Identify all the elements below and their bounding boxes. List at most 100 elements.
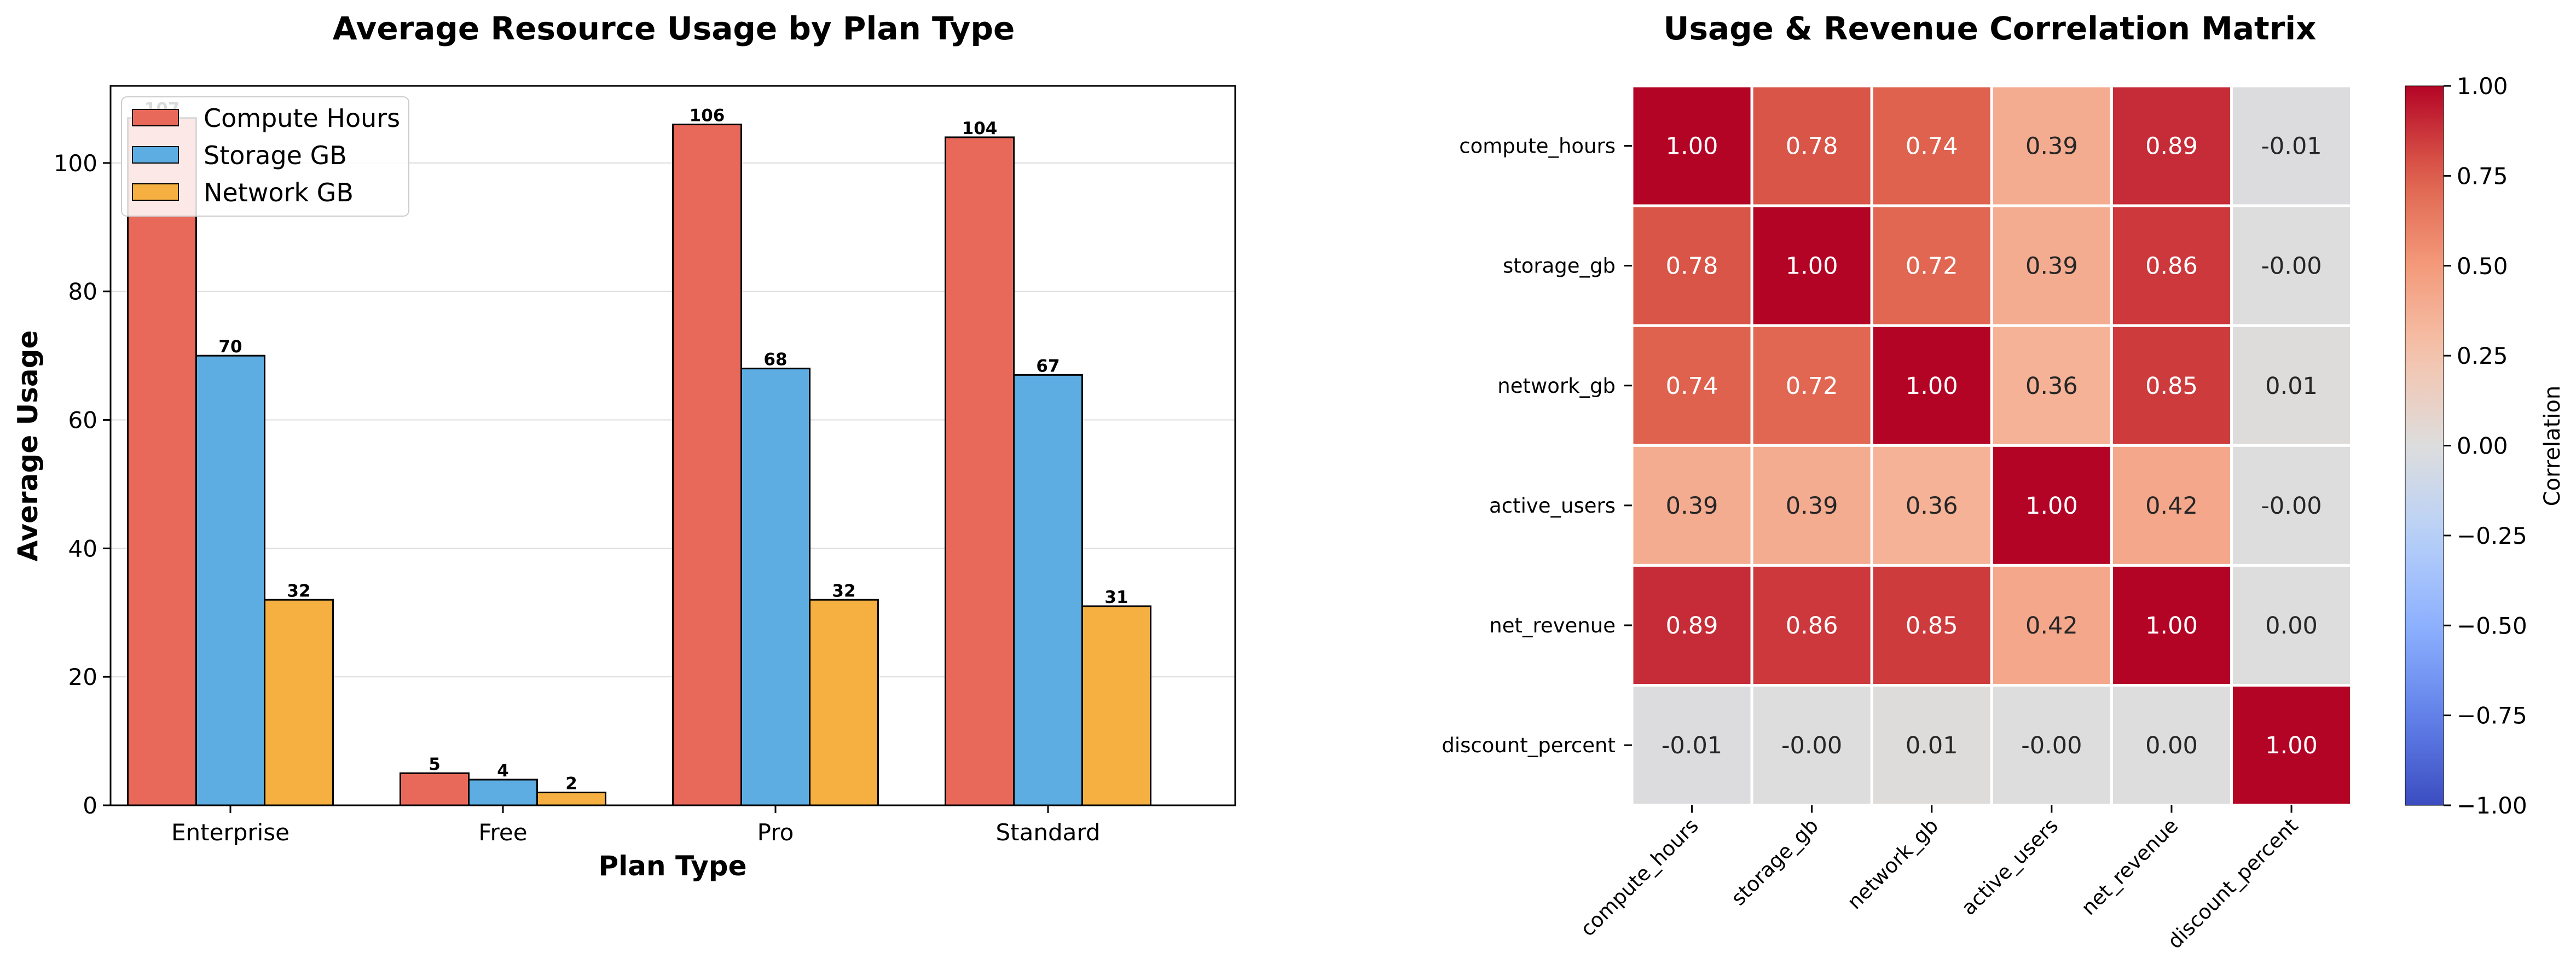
heatmap-cell-discount-percent-active-users (1990, 684, 2113, 807)
col-label-compute-hours: compute_hours (1576, 814, 1703, 941)
heatmap-cell-discount-percent-network-gb (1870, 684, 1993, 807)
bar-value-label: 106 (690, 106, 725, 125)
bar-value-label: 4 (497, 761, 509, 781)
bar-legend: Compute Hours Storage GB Network GB (121, 96, 409, 217)
heatmap-cell-value: 0.39 (2025, 253, 2078, 280)
heatmap-cell-value: 0.74 (1666, 373, 1718, 400)
heatmap-cell-compute-hours-net-revenue (2110, 84, 2233, 207)
heatmap-cell-value: 0.39 (1666, 492, 1718, 520)
legend-label-compute-hours: Compute Hours (204, 103, 400, 133)
heatmap-cell-active-users-discount-percent (2230, 444, 2353, 567)
bar-chart: Average Resource Usage by Plan Type 1077… (12, 10, 1236, 882)
colorbar-tick-label: −0.75 (2457, 702, 2527, 729)
row-label-net-revenue: net_revenue (1489, 614, 1616, 637)
bar-value-label: 5 (429, 754, 441, 774)
bar-value-label: 32 (832, 581, 855, 601)
colorbar-tick-label: −1.00 (2457, 792, 2527, 819)
colorbar-tick-label: 0.25 (2457, 342, 2508, 369)
legend-swatch-storage-gb (132, 146, 179, 164)
bar-storage-gb-enterprise (195, 355, 265, 806)
bar-value-label: 68 (763, 350, 787, 370)
heatmap-cell-value: 0.89 (1666, 612, 1718, 640)
bar-chart-title: Average Resource Usage by Plan Type (333, 10, 1015, 47)
legend-swatch-network-gb (132, 183, 179, 201)
bar-compute-hours-free (400, 772, 470, 806)
heatmap-cell-value: 0.78 (1666, 253, 1718, 280)
bar-series-group (127, 117, 1151, 806)
heatmap-cell-compute-hours-compute-hours (1630, 84, 1753, 207)
bar-value-label: 31 (1104, 588, 1128, 607)
heatmap-row-labels: compute_hours storage_gb network_gb active_… (1442, 135, 1632, 757)
heatmap-cell-net-revenue-net-revenue (2110, 563, 2233, 687)
heatmap-cell-value: 0.85 (2145, 373, 2198, 400)
bar-value-label: 2 (565, 774, 577, 794)
row-label-discount-percent: discount_percent (1442, 734, 1616, 757)
row-label-storage-gb: storage_gb (1503, 254, 1616, 278)
bar-x-ticks: Enterprise Free Pro Standard (171, 805, 1101, 846)
heatmap-cell-value: 0.72 (1906, 253, 1958, 280)
heatmap-cell-value: 0.85 (1906, 612, 1958, 640)
heatmap-cell-value: 1.00 (1906, 373, 1958, 400)
x-tick-label-free: Free (478, 819, 527, 846)
heatmap-cell-discount-percent-net-revenue (2110, 684, 2233, 807)
bar-value-label: 104 (962, 119, 998, 138)
colorbar-tick-label: 0.75 (2457, 162, 2508, 189)
bar-storage-gb-pro (740, 368, 811, 806)
col-label-net-revenue: net_revenue (2077, 814, 2183, 920)
bar-value-label: 67 (1036, 356, 1060, 376)
colorbar-label: Correlation (2540, 386, 2565, 507)
heatmap-cell-value: 0.01 (2265, 373, 2318, 400)
bar-network-gb-free (536, 792, 606, 806)
heatmap-cell-value: 1.00 (2025, 492, 2078, 520)
heatmap-cell-compute-hours-active-users (1990, 84, 2113, 207)
heatmap-cell-value: 0.00 (2265, 612, 2318, 640)
heatmap-cell-network-gb-network-gb (1870, 324, 1993, 447)
heatmap-cell-value: 0.36 (2025, 373, 2078, 400)
heatmap-cell-value: 0.42 (2025, 612, 2078, 640)
col-label-network-gb: network_gb (1843, 814, 1943, 914)
row-label-compute-hours: compute_hours (1459, 135, 1616, 158)
legend-frame (121, 96, 409, 217)
x-tick-label-standard: Standard (995, 819, 1100, 846)
bar-network-gb-enterprise (264, 599, 334, 806)
heatmap-cell-value: 1.00 (2145, 612, 2198, 640)
y-tick-label: 40 (68, 535, 97, 562)
heatmap-cell-value: 0.39 (2025, 133, 2078, 160)
bar-storage-gb-standard (1013, 374, 1083, 806)
heatmap-cell-value: 0.72 (1786, 373, 1838, 400)
heatmap-cell-net-revenue-discount-percent (2230, 563, 2353, 687)
legend-label-storage-gb: Storage GB (204, 141, 347, 170)
heatmap-cell-value: -0.00 (1781, 732, 1842, 759)
heatmap-cell-value: 0.39 (1786, 492, 1838, 520)
bar-y-axis-label: Average Usage (12, 330, 44, 562)
heatmap-cell-value: -0.00 (2021, 732, 2082, 759)
heatmap-cell-net-revenue-active-users (1990, 563, 2113, 687)
y-tick-label: 100 (54, 150, 97, 177)
heatmap-cell-value: 1.00 (1786, 253, 1838, 280)
bar-plot-frame (109, 85, 1236, 806)
colorbar-tick-label: 0.00 (2457, 433, 2508, 460)
colorbar-ticks: 1.00 0.75 0.50 0.25 0.00 −0.25 −0.50 −0.75 −1.00 (2444, 73, 2527, 819)
x-tick-label-pro: Pro (757, 819, 794, 846)
bar-x-axis-label: Plan Type (599, 850, 747, 882)
bar-network-gb-pro (809, 599, 879, 806)
heatmap-cell-value: 0.86 (1786, 612, 1838, 640)
heatmap-cell-storage-gb-storage-gb (1750, 204, 1873, 327)
heatmap-cell-network-gb-net-revenue (2110, 324, 2233, 447)
colorbar-gradient (2405, 85, 2444, 806)
col-label-active-users: active_users (1957, 814, 2063, 920)
colorbar-tick-label: 1.00 (2457, 73, 2508, 100)
y-tick-label: 20 (68, 664, 97, 690)
heatmap-cell-storage-gb-network-gb (1870, 204, 1993, 327)
heatmap-cell-network-gb-active-users (1990, 324, 2113, 447)
heatmap-cell-active-users-net-revenue (2110, 444, 2233, 567)
bar-y-ticks: 0 20 40 60 80 100 (54, 150, 111, 819)
legend-swatch-compute-hours (132, 109, 179, 126)
bar-value-label: 32 (287, 581, 310, 601)
y-tick-label: 80 (68, 278, 97, 305)
colorbar-tick-label: 0.50 (2457, 253, 2508, 280)
heatmap-column-labels: compute_hours storage_gb network_gb active_… (1576, 805, 2302, 954)
y-tick-label: 60 (68, 407, 97, 434)
heatmap-cell-value: -0.00 (2261, 253, 2322, 280)
